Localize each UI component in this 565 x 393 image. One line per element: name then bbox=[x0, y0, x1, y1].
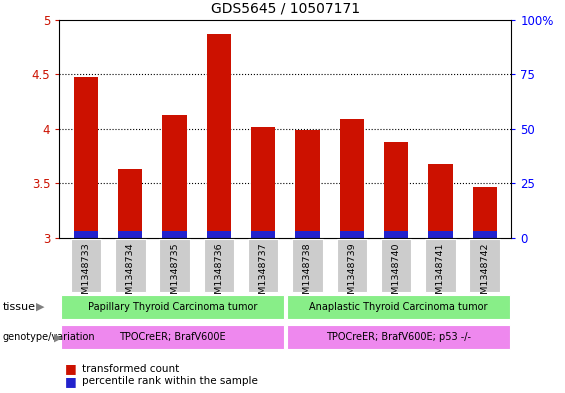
Text: GSM1348742: GSM1348742 bbox=[480, 242, 489, 306]
Text: TPOCreER; BrafV600E: TPOCreER; BrafV600E bbox=[119, 332, 225, 342]
FancyBboxPatch shape bbox=[61, 325, 284, 349]
Bar bbox=[162, 231, 186, 238]
Title: GDS5645 / 10507171: GDS5645 / 10507171 bbox=[211, 2, 360, 16]
Bar bbox=[251, 127, 275, 238]
FancyBboxPatch shape bbox=[159, 239, 190, 292]
Text: percentile rank within the sample: percentile rank within the sample bbox=[82, 376, 258, 386]
Text: ▶: ▶ bbox=[36, 302, 44, 312]
Bar bbox=[251, 231, 275, 238]
Text: GSM1348739: GSM1348739 bbox=[347, 242, 357, 306]
Text: GSM1348738: GSM1348738 bbox=[303, 242, 312, 306]
Bar bbox=[472, 187, 497, 238]
Bar bbox=[295, 231, 320, 238]
Text: genotype/variation: genotype/variation bbox=[3, 332, 95, 342]
Bar bbox=[295, 130, 320, 238]
FancyBboxPatch shape bbox=[203, 239, 234, 292]
Bar bbox=[207, 231, 231, 238]
Bar bbox=[73, 77, 98, 238]
Bar bbox=[118, 169, 142, 238]
FancyBboxPatch shape bbox=[292, 239, 323, 292]
FancyBboxPatch shape bbox=[248, 239, 279, 292]
Text: TPOCreER; BrafV600E; p53 -/-: TPOCreER; BrafV600E; p53 -/- bbox=[326, 332, 471, 342]
Text: GSM1348737: GSM1348737 bbox=[259, 242, 268, 306]
Bar bbox=[118, 231, 142, 238]
FancyBboxPatch shape bbox=[470, 239, 500, 292]
Text: ■: ■ bbox=[65, 362, 77, 375]
Text: GSM1348736: GSM1348736 bbox=[214, 242, 223, 306]
Text: GSM1348734: GSM1348734 bbox=[126, 242, 134, 306]
FancyBboxPatch shape bbox=[287, 295, 510, 319]
FancyBboxPatch shape bbox=[381, 239, 411, 292]
FancyBboxPatch shape bbox=[61, 295, 284, 319]
Text: transformed count: transformed count bbox=[82, 364, 179, 374]
Bar bbox=[340, 231, 364, 238]
Bar bbox=[384, 142, 408, 238]
Bar bbox=[428, 231, 453, 238]
FancyBboxPatch shape bbox=[425, 239, 456, 292]
Bar bbox=[207, 34, 231, 238]
Bar bbox=[340, 119, 364, 238]
Text: GSM1348735: GSM1348735 bbox=[170, 242, 179, 306]
FancyBboxPatch shape bbox=[337, 239, 367, 292]
Text: Papillary Thyroid Carcinoma tumor: Papillary Thyroid Carcinoma tumor bbox=[88, 302, 257, 312]
FancyBboxPatch shape bbox=[71, 239, 101, 292]
Text: ■: ■ bbox=[65, 375, 77, 388]
Text: Anaplastic Thyroid Carcinoma tumor: Anaplastic Thyroid Carcinoma tumor bbox=[309, 302, 488, 312]
Bar bbox=[428, 163, 453, 238]
Text: GSM1348741: GSM1348741 bbox=[436, 242, 445, 306]
FancyBboxPatch shape bbox=[287, 325, 510, 349]
FancyBboxPatch shape bbox=[115, 239, 146, 292]
Bar bbox=[162, 114, 186, 238]
Bar bbox=[472, 231, 497, 238]
Text: ▶: ▶ bbox=[54, 332, 62, 342]
Bar bbox=[384, 231, 408, 238]
Text: GSM1348740: GSM1348740 bbox=[392, 242, 401, 306]
Text: tissue: tissue bbox=[3, 302, 36, 312]
Text: GSM1348733: GSM1348733 bbox=[81, 242, 90, 306]
Bar bbox=[73, 231, 98, 238]
